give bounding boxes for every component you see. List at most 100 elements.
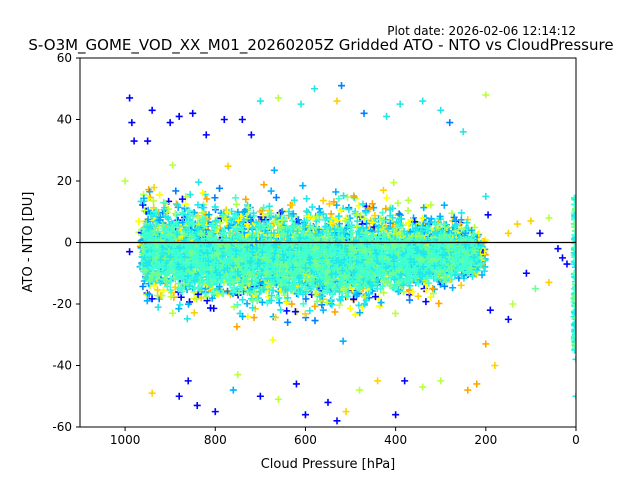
scatter-point: [203, 297, 211, 305]
scatter-point: [267, 209, 275, 217]
scatter-point: [272, 194, 280, 202]
scatter-point: [277, 306, 285, 314]
scatter-point: [291, 308, 299, 316]
scatter-point: [178, 195, 186, 203]
scatter-point: [468, 226, 476, 234]
scatter-point: [331, 308, 339, 316]
scatter-point: [135, 218, 143, 226]
scatter-point: [267, 187, 275, 195]
scatter-point: [169, 309, 177, 317]
scatter-point: [429, 285, 437, 293]
chart-title: S-O3M_GOME_VOD_XX_M01_20260205Z Gridded …: [28, 36, 613, 55]
scatter-point: [243, 300, 251, 308]
scatter-point: [332, 188, 340, 196]
scatter-point: [260, 204, 268, 212]
scatter-point: [386, 206, 394, 214]
scatter-point: [233, 200, 241, 208]
scatter-point: [376, 302, 384, 310]
scatter-point: [346, 304, 354, 312]
scatter-point: [379, 186, 387, 194]
scatter-point: [350, 192, 358, 200]
scatter-point: [390, 179, 398, 187]
scatter-point: [360, 214, 368, 222]
scatter-point: [315, 205, 323, 213]
scatter-point: [249, 304, 257, 312]
scatter-point: [192, 295, 200, 303]
scatter-point: [435, 299, 443, 307]
scatter-point: [233, 323, 241, 331]
scatter-point: [377, 299, 385, 307]
scatter-point: [167, 293, 175, 301]
scatter-point: [154, 286, 162, 294]
scatter-point: [400, 288, 408, 296]
scatter-point: [146, 188, 154, 196]
scatter-point: [327, 210, 335, 218]
scatter-point: [190, 309, 198, 317]
scatter-point: [309, 215, 317, 223]
scatter-point: [149, 197, 157, 205]
scatter-point: [394, 199, 402, 207]
scatter-point: [308, 203, 316, 211]
scatter-point: [458, 209, 466, 217]
scatter-point: [333, 216, 341, 224]
scatter-point: [422, 286, 430, 294]
scatter-point: [275, 299, 283, 307]
scatter-point: [404, 196, 412, 204]
scatter-point: [198, 209, 206, 217]
scatter-point: [194, 214, 202, 222]
scatter-point: [299, 300, 307, 308]
scatter-point: [457, 281, 465, 289]
scatter-point: [311, 317, 319, 325]
scatter-point: [270, 217, 278, 225]
scatter-point: [274, 219, 282, 227]
scatter-point: [457, 225, 465, 233]
scatter-point: [368, 200, 376, 208]
scatter-points: [121, 82, 576, 425]
scatter-point: [224, 208, 232, 216]
scatter-point: [288, 201, 296, 209]
scatter-point: [288, 300, 296, 308]
scatter-point: [178, 209, 186, 217]
scatter-point: [335, 301, 343, 309]
scatter-point: [409, 288, 417, 296]
scatter-point: [211, 194, 219, 202]
scatter-point: [270, 166, 278, 174]
scatter-point: [278, 208, 286, 216]
scatter-point: [328, 301, 336, 309]
scatter-point: [240, 208, 248, 216]
scatter-point: [319, 210, 327, 218]
scatter-point: [448, 209, 456, 217]
scatter-point: [371, 212, 379, 220]
scatter-point: [323, 298, 331, 306]
scatter-point: [260, 181, 268, 189]
scatter-point: [337, 206, 345, 214]
scatter-point: [158, 292, 166, 300]
scatter-point: [301, 310, 309, 318]
scatter-point: [358, 303, 366, 311]
scatter-point: [427, 201, 435, 209]
scatter-point: [233, 301, 241, 309]
scatter-point: [169, 161, 177, 169]
scatter-point: [190, 209, 198, 217]
scatter-point: [303, 195, 311, 203]
scatter-point: [210, 304, 218, 312]
scatter-point: [343, 193, 351, 201]
scatter-point: [325, 200, 333, 208]
scatter-point: [376, 215, 384, 223]
scatter-point: [311, 302, 319, 310]
scatter-point: [232, 194, 240, 202]
scatter-point: [470, 230, 478, 238]
scatter-point: [242, 195, 250, 203]
scatter-point: [200, 204, 208, 212]
scatter-point: [259, 212, 267, 220]
scatter-point: [139, 201, 147, 209]
scatter-point: [337, 297, 345, 305]
scatter-point: [405, 220, 413, 228]
scatter-point: [159, 286, 167, 294]
scatter-point: [404, 207, 412, 215]
scatter-point: [315, 216, 323, 224]
scatter-point: [406, 296, 414, 304]
scatter-point: [327, 219, 335, 227]
scatter-point: [395, 286, 403, 294]
